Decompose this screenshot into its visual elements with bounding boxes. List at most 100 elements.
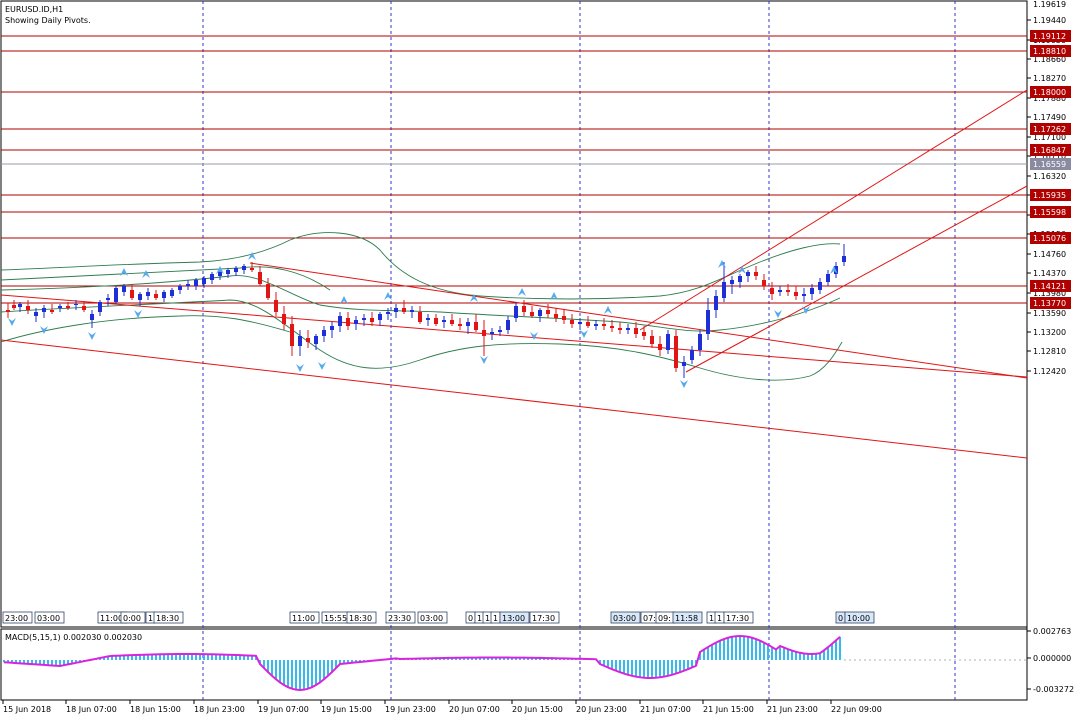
candle-body bbox=[146, 292, 150, 296]
up-arrow bbox=[604, 306, 612, 314]
candle-body bbox=[266, 284, 270, 298]
level-box bbox=[1030, 86, 1071, 98]
time-marker-box bbox=[672, 611, 703, 624]
candle-body bbox=[338, 316, 342, 326]
candle-body bbox=[34, 312, 38, 316]
candle-body bbox=[538, 310, 542, 316]
band-line bbox=[0, 299, 843, 381]
up-arrow bbox=[384, 292, 392, 300]
macd-axis: 0.002763 0.000000 -0.003272 bbox=[1027, 627, 1074, 694]
time-marker: 0 bbox=[838, 614, 843, 623]
candle-body bbox=[250, 268, 254, 270]
candle-body bbox=[650, 336, 654, 344]
candle-body bbox=[138, 294, 142, 300]
time-label: 18 Jun 15:00 bbox=[130, 705, 181, 714]
time-marker: 03:00 bbox=[420, 614, 443, 623]
level-box bbox=[1030, 232, 1071, 244]
time-marker: 18:30 bbox=[349, 614, 372, 623]
down-arrow bbox=[580, 330, 588, 338]
price-tick-label: 1.16320 bbox=[1033, 172, 1066, 181]
level-box bbox=[1030, 123, 1071, 135]
time-marker: 11:58 bbox=[675, 614, 698, 623]
candle-body bbox=[818, 282, 822, 290]
time-marker-box bbox=[346, 611, 377, 624]
candle-body bbox=[562, 316, 566, 320]
level-box bbox=[1030, 280, 1071, 292]
time-label: 19 Jun 23:00 bbox=[385, 705, 436, 714]
time-markers: 23:00 03:00 11:00 0:00 1 18:30 11:00 15:55 18:30… bbox=[2, 611, 875, 624]
candle-body bbox=[170, 290, 174, 296]
price-tick-label: 1.17490 bbox=[1033, 113, 1066, 122]
time-marker-box bbox=[34, 611, 65, 624]
level-label: 1.15076 bbox=[1033, 234, 1066, 243]
time-marker: 1 bbox=[493, 614, 498, 623]
time-marker: 07: bbox=[643, 614, 656, 623]
fractal-arrows bbox=[8, 252, 838, 388]
candle-body bbox=[842, 256, 846, 262]
candle-body bbox=[218, 272, 222, 276]
time-marker: 1 bbox=[148, 614, 153, 623]
candle-body bbox=[202, 278, 206, 284]
candle-body bbox=[410, 310, 414, 312]
candle-body bbox=[210, 274, 214, 280]
level-label: 1.18810 bbox=[1033, 47, 1066, 56]
time-marker: 0 bbox=[468, 614, 473, 623]
candle-body bbox=[122, 286, 126, 292]
time-marker: 17:30 bbox=[532, 614, 555, 623]
candle-body bbox=[490, 332, 494, 334]
candle-body bbox=[794, 292, 798, 296]
candle-body bbox=[258, 272, 262, 284]
time-marker: 10:00 bbox=[847, 614, 870, 623]
candle-body bbox=[666, 334, 670, 350]
level-label: 1.15598 bbox=[1033, 208, 1066, 217]
time-marker-box bbox=[417, 611, 448, 624]
time-marker-box bbox=[610, 611, 641, 624]
time-marker-box bbox=[289, 611, 320, 624]
time-marker: 23:30 bbox=[388, 614, 411, 623]
candlesticks bbox=[6, 244, 846, 378]
candle-body bbox=[106, 298, 110, 300]
candle-body bbox=[82, 306, 86, 310]
time-label: 21 Jun 23:00 bbox=[767, 705, 818, 714]
price-tick-label: 1.17100 bbox=[1033, 133, 1066, 142]
time-label: 20 Jun 07:00 bbox=[449, 705, 500, 714]
time-axis: 15 Jun 2018 18 Jun 07:00 18 Jun 15:00 18 Ju… bbox=[2, 700, 882, 714]
up-arrow bbox=[248, 252, 256, 260]
level-labels: 1.19112 1.18810 1.18000 1.17262 1.16847 1.165… bbox=[1030, 30, 1071, 309]
price-tick-label: 1.19440 bbox=[1033, 16, 1066, 25]
time-marker: 18:30 bbox=[156, 614, 179, 623]
time-marker-box bbox=[723, 611, 754, 624]
macd-tick-label: 0.002763 bbox=[1033, 627, 1071, 636]
candle-body bbox=[346, 318, 350, 326]
down-arrow bbox=[134, 310, 142, 318]
candle-body bbox=[658, 344, 662, 350]
time-label: 20 Jun 23:00 bbox=[576, 705, 627, 714]
up-arrow bbox=[518, 288, 526, 296]
trend-line bbox=[0, 339, 1028, 459]
candle-body bbox=[370, 318, 374, 322]
candle-body bbox=[602, 324, 606, 326]
up-arrow bbox=[718, 260, 726, 268]
pivots-subtitle: Showing Daily Pivots. bbox=[5, 16, 91, 25]
time-marker-box bbox=[529, 611, 560, 624]
down-arrow bbox=[774, 310, 782, 318]
time-marker: 11:00 bbox=[100, 614, 123, 623]
candle-body bbox=[594, 324, 598, 326]
day-separators bbox=[202, 1, 956, 700]
up-arrow bbox=[216, 266, 224, 274]
price-tick-label: 1.12810 bbox=[1033, 347, 1066, 356]
level-box bbox=[1030, 206, 1071, 218]
candle-body bbox=[314, 336, 318, 344]
candle-body bbox=[274, 300, 278, 312]
candle-body bbox=[626, 328, 630, 330]
time-marker: 1 bbox=[485, 614, 490, 623]
price-top-value: 1.19619 bbox=[1033, 0, 1066, 9]
candle-body bbox=[546, 310, 550, 314]
macd-frame bbox=[0, 628, 1028, 701]
candle-body bbox=[90, 314, 94, 320]
candle-body bbox=[522, 306, 526, 312]
symbol-label: EURUSD.ID,H1 bbox=[5, 5, 63, 14]
up-arrow bbox=[470, 294, 478, 302]
candle-body bbox=[474, 322, 478, 330]
